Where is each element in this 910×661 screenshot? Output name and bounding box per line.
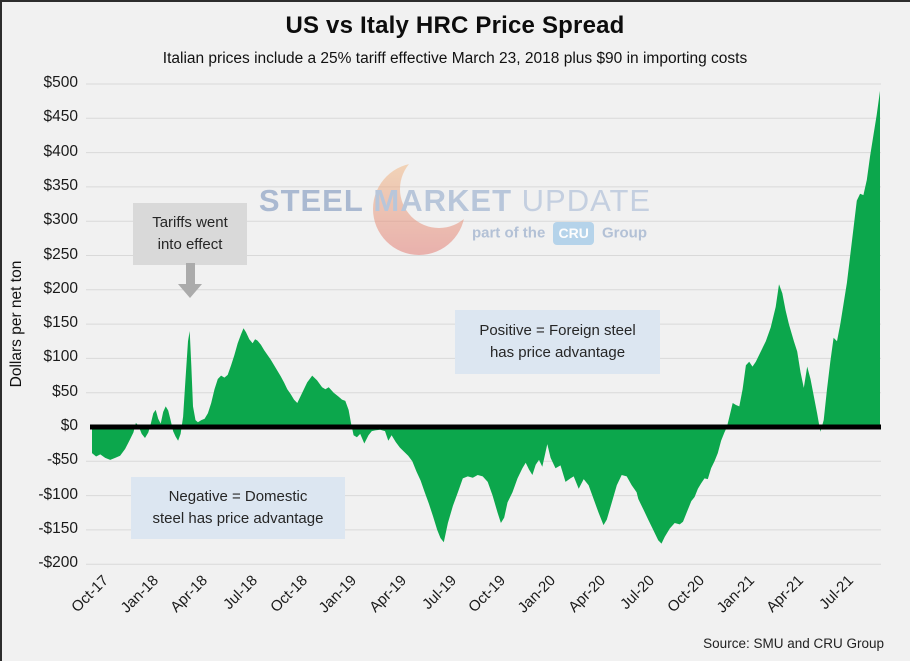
window-border-left: [0, 0, 2, 661]
negative-annotation-line1: Negative = Domestic: [168, 488, 308, 506]
y-tick-label: -$150: [38, 519, 78, 537]
watermark-part-of-the: part of the: [471, 224, 546, 242]
tariff-annotation-line2: into effect: [157, 236, 223, 253]
y-tick-label: $300: [43, 211, 78, 229]
positive-annotation-line2: has price advantage: [489, 344, 626, 361]
y-tick-label: $350: [43, 176, 78, 194]
tariff-arrow-shaft: [186, 263, 195, 285]
x-tick-label: Oct-18: [266, 572, 311, 616]
y-tick-label: $200: [43, 279, 78, 297]
x-tick-label: Apr-19: [366, 572, 410, 616]
y-tick-label: -$200: [38, 554, 78, 572]
watermark-wordmark: STEEL MARKET UPDATE: [0, 183, 910, 219]
window-border-top: [0, 0, 910, 2]
source-credit: Source: SMU and CRU Group: [703, 636, 884, 651]
x-tick-label: Jan-19: [315, 572, 361, 617]
y-tick-label: $0: [60, 417, 78, 434]
chart-subtitle: Italian prices include a 25% tariff effe…: [162, 50, 748, 67]
y-tick-label: $50: [52, 382, 78, 400]
y-tick-label: $500: [43, 74, 78, 91]
x-tick-label: Jul-19: [418, 572, 460, 613]
y-tick-label: $100: [43, 348, 78, 366]
tariff-annotation: Tariffs went into effect: [133, 203, 247, 265]
y-tick-label: -$50: [46, 451, 78, 469]
negative-annotation-line2: steel has price advantage: [152, 510, 324, 527]
x-tick-label: Jul-20: [617, 572, 659, 613]
x-tick-label: Apr-20: [564, 572, 609, 616]
x-tick-label: Apr-21: [763, 572, 808, 616]
y-tick-label: -$100: [38, 485, 78, 503]
watermark-steel: STEEL: [258, 183, 364, 218]
x-tick-label: Jul-18: [220, 572, 262, 613]
x-tick-label: Apr-18: [167, 572, 212, 616]
y-tick-label: $450: [43, 108, 78, 126]
down-arrow-icon: [178, 284, 202, 298]
x-tick-label: Jan-20: [514, 572, 559, 617]
watermark-update: UPDATE: [521, 183, 652, 218]
tariff-annotation-line1: Tariffs went: [152, 214, 228, 232]
x-tick-label: Jul-21: [816, 572, 857, 613]
x-tick-label: Jan-21: [713, 572, 758, 617]
y-tick-label: $250: [43, 245, 78, 263]
x-tick-label: Oct-17: [68, 572, 113, 616]
smu-crescent-logo-icon: [373, 163, 465, 255]
positive-annotation: Positive = Foreign steel has price advan…: [455, 310, 660, 374]
watermark-market: MARKET: [373, 183, 513, 218]
x-tick-label: Jan-18: [117, 572, 162, 617]
x-tick-label: Oct-20: [664, 572, 708, 616]
negative-annotation: Negative = Domestic steel has price adva…: [131, 477, 345, 539]
positive-annotation-line1: Positive = Foreign steel: [479, 322, 636, 340]
x-tick-label: Oct-19: [465, 572, 510, 616]
watermark-subline: part of the CRU Group: [0, 222, 647, 245]
y-tick-label: $400: [43, 142, 78, 160]
y-tick-label: $150: [43, 314, 78, 332]
watermark-group: Group: [602, 224, 647, 242]
chart-title: US vs Italy HRC Price Spread: [285, 12, 625, 39]
cru-logo-icon: CRU: [553, 222, 594, 245]
